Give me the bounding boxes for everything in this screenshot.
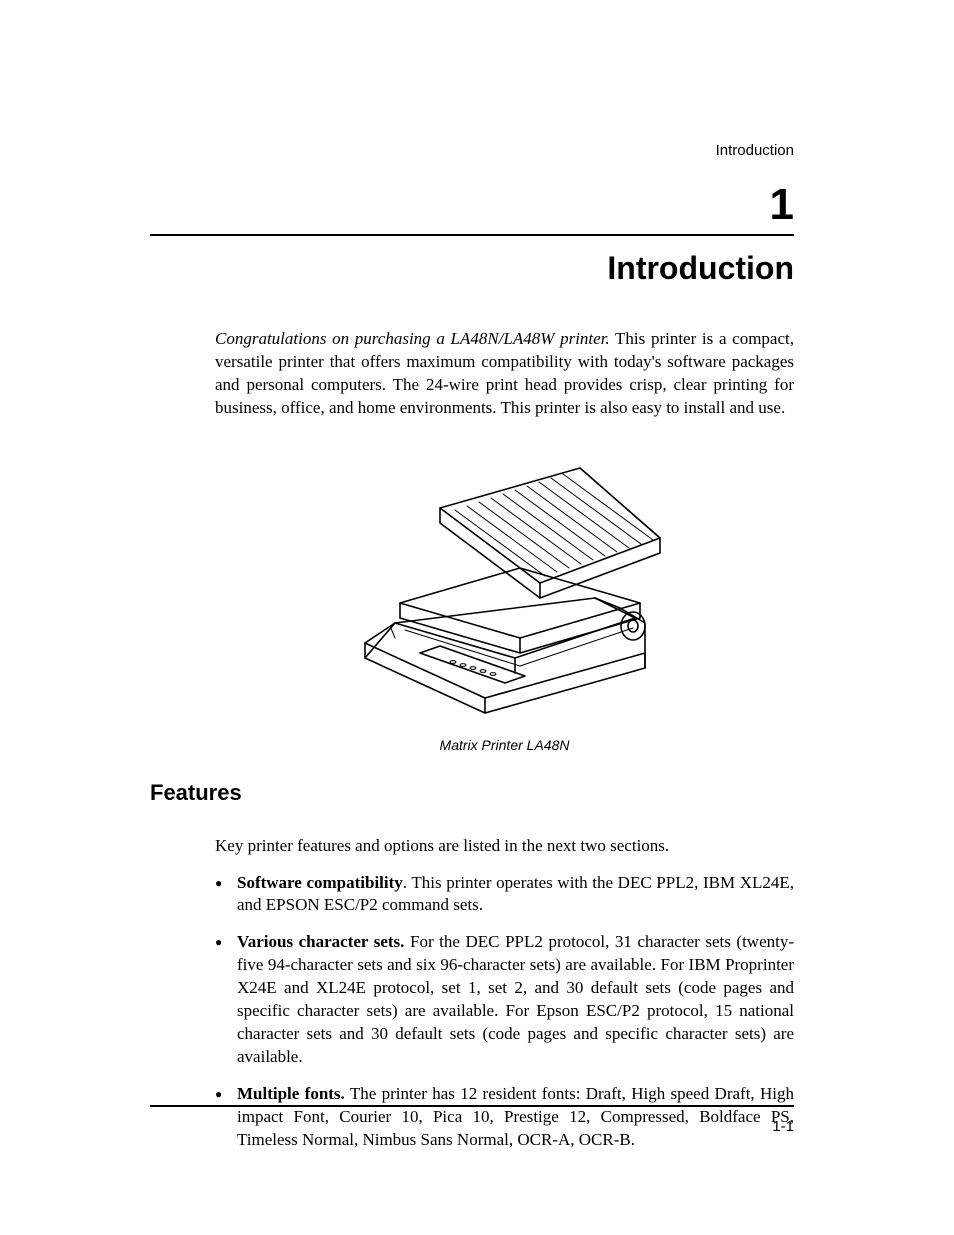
- running-head: Introduction: [716, 142, 794, 159]
- rule-bottom: [150, 1105, 794, 1107]
- feature-item: Software compatibility. This printer ope…: [215, 872, 794, 918]
- features-intro: Key printer features and options are lis…: [215, 835, 794, 858]
- intro-paragraph: Congratulations on purchasing a LA48N/LA…: [215, 328, 794, 420]
- intro-lead-italic: Congratulations on purchasing a LA48N/LA…: [215, 329, 610, 348]
- feature-text: For the DEC PPL2 protocol, 31 character …: [237, 932, 794, 1066]
- body-column: Congratulations on purchasing a LA48N/LA…: [215, 328, 794, 1166]
- features-heading: Features: [150, 780, 242, 806]
- feature-bold: Various character sets.: [237, 932, 404, 951]
- page: Introduction 1 Introduction Congratulati…: [0, 0, 954, 1235]
- chapter-number: 1: [770, 180, 794, 230]
- feature-item: Various character sets. For the DEC PPL2…: [215, 931, 794, 1069]
- figure-printer: Matrix Printer LA48N: [215, 448, 794, 755]
- rule-top: [150, 234, 794, 236]
- feature-item: Multiple fonts. The printer has 12 resid…: [215, 1083, 794, 1152]
- printer-illustration-icon: [345, 448, 665, 723]
- figure-caption: Matrix Printer LA48N: [215, 736, 794, 755]
- chapter-title: Introduction: [607, 250, 794, 287]
- feature-bold: Software compatibility: [237, 873, 403, 892]
- feature-bold: Multiple fonts.: [237, 1084, 345, 1103]
- features-list: Software compatibility. This printer ope…: [215, 872, 794, 1152]
- page-number: 1-1: [772, 1118, 794, 1135]
